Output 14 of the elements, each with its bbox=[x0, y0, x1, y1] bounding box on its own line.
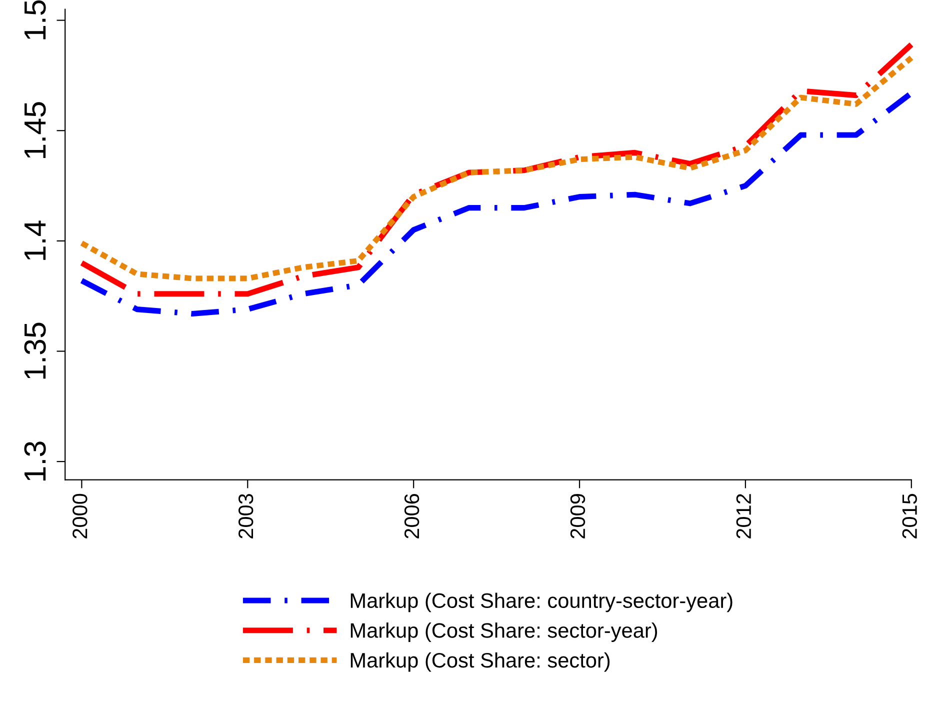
y-tick-label: 1.3 bbox=[24, 442, 46, 480]
legend-label: Markup (Cost Share: country-sector-year) bbox=[350, 592, 732, 612]
x-tick-label: 2012 bbox=[736, 494, 752, 538]
x-tick-label: 2003 bbox=[238, 494, 254, 538]
x-tick-label: 2015 bbox=[902, 494, 917, 538]
x-tick-label: 2000 bbox=[72, 494, 88, 538]
y-tick-label: 1.45 bbox=[24, 102, 46, 158]
legend-label: Markup (Cost Share: sector) bbox=[350, 652, 610, 672]
y-tick-label: 1.35 bbox=[24, 322, 46, 379]
y-tick-label: 1.4 bbox=[24, 220, 46, 260]
legend-label: Markup (Cost Share: sector-year) bbox=[350, 622, 658, 642]
y-tick-label: 1.5 bbox=[24, 0, 46, 40]
x-tick-label: 2006 bbox=[404, 494, 420, 538]
x-tick-label: 2009 bbox=[570, 494, 586, 538]
